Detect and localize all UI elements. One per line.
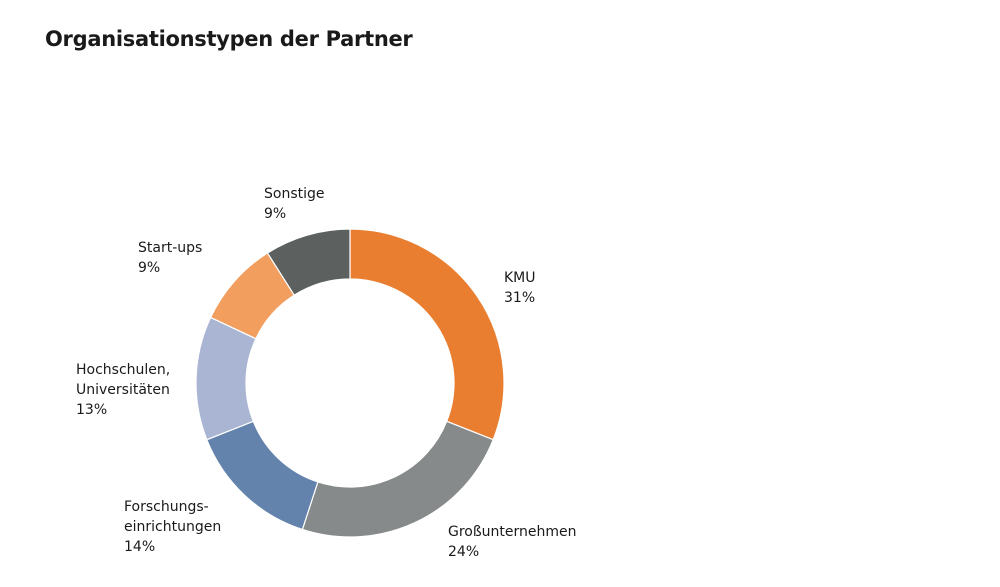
slice-label-value: 14% <box>124 539 156 555</box>
slice-label-category: KMU <box>504 270 536 286</box>
slice-label-category: Großunternehmen <box>448 524 577 540</box>
slice-label-category: Hochschulen, Universitäten <box>76 362 171 398</box>
slice-label-category: Forschungs- einrichtungen <box>124 499 222 535</box>
donut-slice-0 <box>349 228 505 441</box>
slice-label-value: 9% <box>138 260 161 276</box>
slice-label-value: 9% <box>264 206 287 222</box>
donut-slice-5 <box>266 228 351 297</box>
slice-label-3: Hochschulen, Universitäten 13% <box>76 360 170 420</box>
slice-label-category: Sonstige <box>264 186 325 202</box>
slice-label-4: Start-ups 9% <box>138 238 202 278</box>
slice-label-0: KMU 31% <box>504 268 536 308</box>
chart-title: Organisationstypen der Partner <box>45 27 413 51</box>
slice-label-value: 13% <box>76 402 108 418</box>
slice-label-1: Großunternehmen 24% <box>448 522 577 562</box>
donut-slice-3 <box>195 316 257 441</box>
slice-label-value: 31% <box>504 290 536 306</box>
donut-slice-1 <box>301 420 494 538</box>
slice-label-2: Forschungs- einrichtungen 14% <box>124 497 221 557</box>
donut-slice-2 <box>206 420 319 531</box>
slice-label-value: 24% <box>448 544 480 560</box>
slice-label-5: Sonstige 9% <box>264 184 325 224</box>
slice-label-category: Start-ups <box>138 240 203 256</box>
